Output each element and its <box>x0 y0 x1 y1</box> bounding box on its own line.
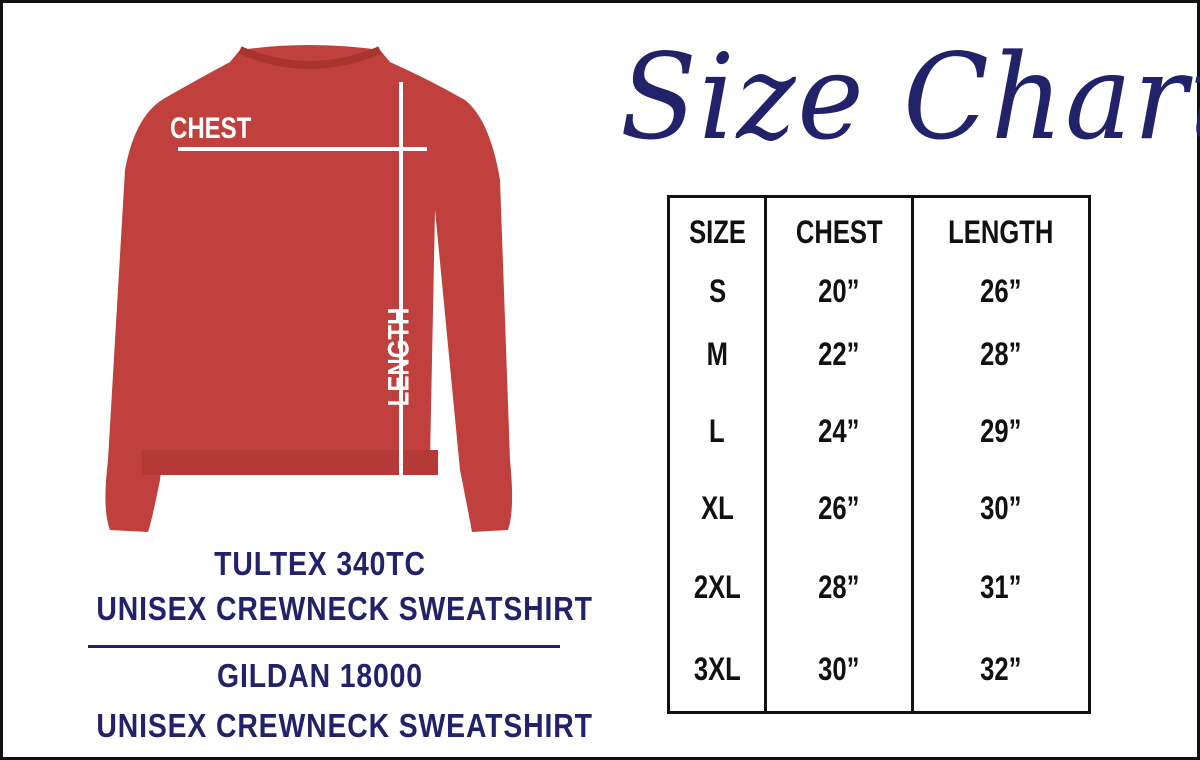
cell-chest: 30” <box>818 651 860 688</box>
table-row: M 22” 28” <box>666 316 1091 393</box>
length-label: LENGTH <box>382 307 416 407</box>
cell-size: XL <box>700 490 734 526</box>
cell-chest: 24” <box>818 413 860 449</box>
cell-size: M <box>706 336 728 372</box>
chest-label: CHEST <box>170 112 252 145</box>
table-row: L 24” 29” <box>666 392 1091 471</box>
table-row: 3XL 30” 32” <box>666 628 1091 713</box>
product-1-brand: TULTEX 340TC <box>214 545 426 582</box>
size-table: SIZE CHEST LENGTH S 20” 26” M 22” 28” L 24” 29… <box>666 195 1091 714</box>
cell-chest: 20” <box>818 273 860 309</box>
cell-size: 2XL <box>693 569 741 605</box>
cell-length: 29” <box>980 413 1022 449</box>
cell-size: S <box>708 273 726 309</box>
product-1-name: UNISEX CREWNECK SWEATSHIRT <box>96 590 593 627</box>
header-length: LENGTH <box>948 213 1054 250</box>
cell-size: L <box>709 413 726 449</box>
cell-size: 3XL <box>693 651 741 688</box>
table-row: S 20” 26” <box>666 266 1091 317</box>
cell-length: 31” <box>980 569 1022 605</box>
cell-chest: 26” <box>818 490 860 526</box>
table-row: 2XL 28” 31” <box>666 546 1091 629</box>
product-2-brand: GILDAN 18000 <box>217 657 423 694</box>
header-size: SIZE <box>688 213 746 250</box>
cell-length: 26” <box>980 273 1022 309</box>
cell-length: 28” <box>980 336 1022 372</box>
page-title: Size Chart <box>620 28 1200 166</box>
cell-length: 30” <box>980 490 1022 526</box>
cell-length: 32” <box>980 651 1022 688</box>
sweatshirt-image <box>105 45 513 532</box>
header-chest: CHEST <box>795 213 883 250</box>
cell-chest: 28” <box>818 569 860 605</box>
table-header-row: SIZE CHEST LENGTH <box>666 196 1091 267</box>
cell-chest: 22” <box>818 336 860 372</box>
divider <box>88 645 560 648</box>
product-2-name: UNISEX CREWNECK SWEATSHIRT <box>96 707 593 744</box>
table-row: XL 26” 30” <box>666 470 1091 547</box>
